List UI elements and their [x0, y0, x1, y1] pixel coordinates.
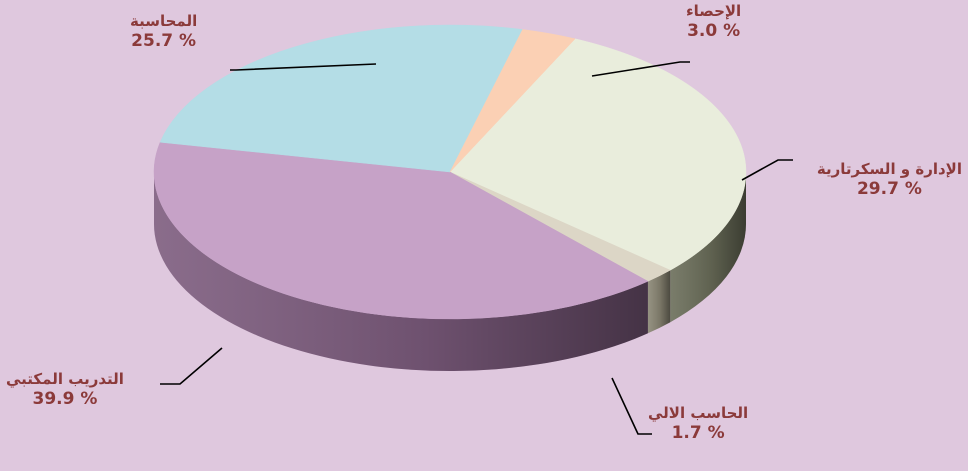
slice-accounting [159, 24, 523, 173]
label-accounting-name: المحاسبة [130, 12, 198, 30]
label-computer-name: الحاسب الالي [648, 404, 749, 422]
label-admin-percent: 29.7 % [856, 178, 922, 199]
label-office-training-name: التدريب المكتبي [6, 370, 124, 388]
label-admin-name: الإدارة و السكرتارية [816, 160, 962, 178]
label-office-training-percent: 39.9 % [32, 388, 98, 409]
label-accounting: المحاسبة 25.7 % [130, 12, 197, 52]
leader-line-admin [741, 159, 793, 181]
slice-admin [449, 38, 747, 271]
slice-office-training [153, 141, 649, 320]
label-accounting-percent: 25.7 % [131, 30, 197, 51]
rim-shade-office-training [154, 172, 648, 371]
label-statistics-percent: 3.0 % [687, 20, 741, 41]
label-computer: الحاسب الالي 1.7 % [648, 404, 748, 444]
label-statistics: الإحصاء 3.0 % [686, 2, 741, 42]
slice-statistics [449, 29, 576, 173]
label-admin: الإدارة و السكرتارية 29.7 % [817, 160, 962, 200]
leader-line-statistics [591, 61, 690, 77]
leader-line-office-training [160, 347, 223, 385]
leader-line-accounting [230, 63, 377, 71]
label-office-training: التدريب المكتبي 39.9 % [6, 370, 124, 410]
label-computer-percent: 1.7 % [671, 422, 725, 443]
rim-shade-admin [670, 172, 746, 323]
leader-line-computer [611, 377, 652, 435]
label-statistics-name: الإحصاء [686, 2, 742, 20]
rim-shade-computer [647, 270, 671, 334]
